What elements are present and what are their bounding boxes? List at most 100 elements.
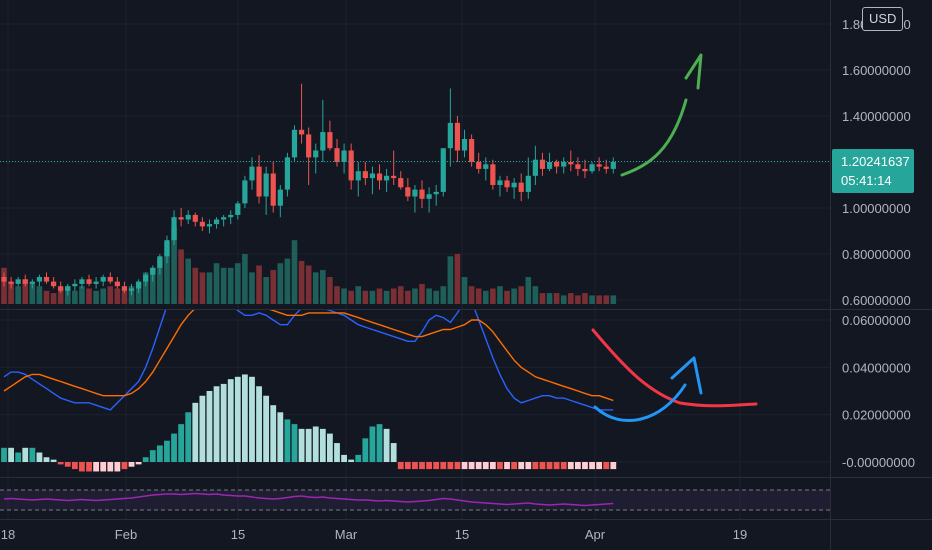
- macd-histogram-bar: [227, 379, 234, 462]
- volume-bar: [475, 288, 482, 304]
- candle-body: [440, 148, 446, 192]
- volume-bar: [320, 270, 326, 304]
- volume-bar: [312, 272, 319, 304]
- volume-bar: [447, 256, 454, 304]
- macd-histogram-bar: [135, 462, 142, 465]
- macd-histogram-bar: [497, 462, 503, 470]
- volume-bar: [235, 263, 241, 304]
- candle-body: [568, 162, 574, 165]
- macd-histogram-bar: [504, 462, 510, 470]
- volume-bar: [157, 258, 163, 304]
- candle-body: [86, 279, 92, 284]
- volume-bar: [43, 290, 50, 304]
- macd-histogram-bar: [454, 462, 461, 470]
- price-tick-label: 1.40000000: [842, 109, 911, 124]
- volume-bar: [277, 263, 284, 304]
- volume-bar: [539, 293, 546, 304]
- macd-histogram-bar: [114, 462, 121, 472]
- macd-tick-label: 0.04000000: [842, 360, 911, 375]
- candlesticks[interactable]: [1, 83, 616, 296]
- candle-body: [221, 217, 227, 220]
- volume-bar: [100, 288, 106, 304]
- candle-body: [419, 189, 425, 199]
- macd-lines: [3, 310, 614, 411]
- candle-body: [1, 277, 7, 282]
- volume-bar: [497, 286, 503, 304]
- candle-body: [270, 173, 276, 206]
- macd-histogram-bar: [79, 462, 85, 472]
- macd-histogram-bar: [164, 440, 170, 462]
- volume-bar: [355, 286, 362, 304]
- macd-histogram-bar: [610, 462, 617, 470]
- volume-bar: [582, 293, 588, 304]
- macd-tick-label: 0.02000000: [842, 408, 911, 423]
- macd-histogram-bar: [475, 462, 482, 470]
- macd-histogram-bar: [397, 462, 404, 470]
- candle-body: [497, 180, 503, 185]
- macd-histogram-bar: [383, 428, 390, 462]
- volume-bar: [107, 286, 114, 304]
- volume-bar: [192, 267, 199, 304]
- volume-bar: [178, 249, 184, 304]
- macd-histogram-bar: [270, 405, 277, 462]
- blue-arrow-curve: [593, 383, 687, 422]
- time-axis[interactable]: 18 Feb 15 Mar 15 Apr 19: [1, 527, 747, 542]
- macd-histogram-bar: [327, 433, 333, 462]
- time-tick-label: 19: [733, 527, 747, 542]
- currency-badge[interactable]: USD: [862, 7, 904, 31]
- candle-body: [476, 162, 482, 169]
- candle-body: [157, 256, 163, 268]
- candle-body: [334, 148, 340, 162]
- candle-body: [121, 286, 128, 291]
- macd-histogram-bar: [603, 462, 610, 470]
- macd-tick-label: -0.00000000: [842, 455, 915, 470]
- candle-body: [603, 166, 609, 169]
- candle-body: [178, 217, 184, 220]
- macd-histogram-bar: [312, 426, 319, 462]
- macd-histogram-bar: [412, 462, 418, 470]
- candle-body: [114, 281, 120, 287]
- candle-body: [29, 281, 35, 284]
- macd-histogram-bar: [582, 462, 588, 470]
- candle-body: [8, 281, 14, 284]
- candle-body: [546, 162, 553, 169]
- candle-body: [313, 150, 319, 158]
- price-axis[interactable]: 1.800000001.600000001.400000001.20000000…: [842, 17, 915, 470]
- candle-body: [582, 168, 588, 172]
- volume-bars: [1, 226, 617, 304]
- macd-tick-label: 0.06000000: [842, 313, 911, 328]
- volume-bar: [454, 254, 461, 304]
- volume-bar: [29, 283, 36, 304]
- macd-histogram-bar: [489, 462, 496, 470]
- macd-histogram-bar: [256, 386, 262, 462]
- macd-histogram-bar: [241, 374, 248, 462]
- macd-histogram-bar: [220, 383, 227, 462]
- macd-histogram-bar: [560, 462, 567, 470]
- candle-body: [128, 288, 135, 291]
- volume-bar: [36, 286, 43, 304]
- macd-histogram-bar: [426, 462, 432, 470]
- macd-histogram-bar: [461, 462, 468, 470]
- volume-bar: [206, 272, 213, 304]
- candle-body: [405, 187, 411, 197]
- macd-histogram-bar: [36, 452, 43, 462]
- macd-histogram-bar: [553, 462, 560, 470]
- volume-bar: [199, 272, 206, 304]
- signal-line: [3, 310, 614, 402]
- macd-histogram-bar: [574, 462, 581, 470]
- macd-histogram-bar: [121, 462, 128, 470]
- drawing-annotations[interactable]: [591, 53, 758, 422]
- price-tick-label: 0.80000000: [842, 247, 911, 262]
- macd-histogram-bar: [369, 426, 376, 462]
- candle-body: [539, 159, 546, 169]
- volume-bar: [142, 272, 149, 304]
- macd-histogram-bar: [355, 454, 362, 462]
- volume-bar: [291, 240, 298, 304]
- candle-body: [447, 122, 453, 149]
- green-arrow-head: [684, 53, 703, 90]
- volume-bar: [610, 295, 617, 304]
- volume-bar: [525, 277, 532, 304]
- macd-histogram-bar: [348, 459, 355, 462]
